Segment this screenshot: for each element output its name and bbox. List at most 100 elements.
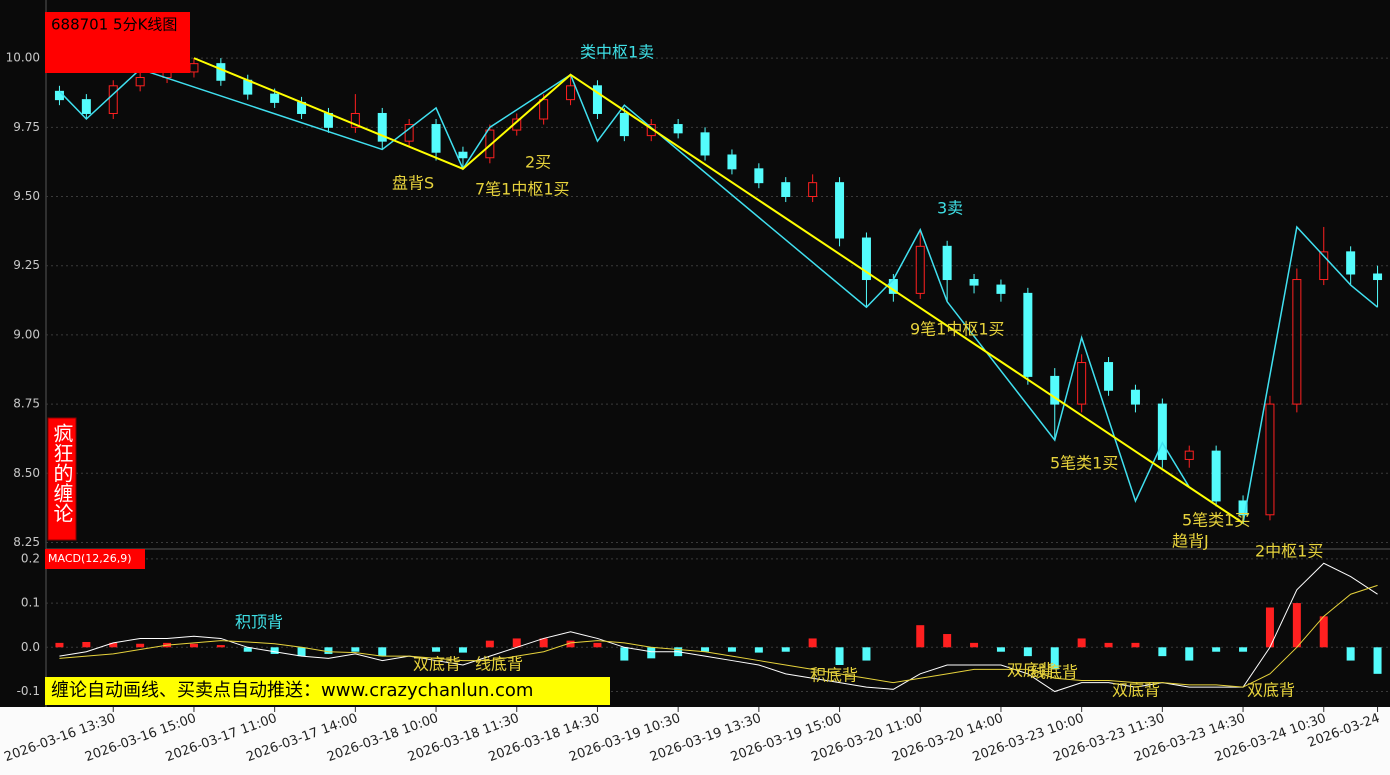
macd-bar (943, 634, 952, 648)
macd-bar (512, 638, 521, 648)
annotation: 3卖 (937, 199, 963, 218)
macd-bar (1077, 638, 1086, 648)
macd-bar (1104, 642, 1113, 648)
candle-body (189, 63, 199, 73)
macd-bar (566, 640, 575, 648)
candle-body (969, 279, 979, 286)
macd-bar (324, 647, 333, 654)
candle-body (1319, 251, 1329, 281)
y-tick-label: 10.00 (6, 51, 40, 65)
macd-bar (243, 647, 252, 652)
annotation: 趋背J (1172, 532, 1209, 551)
macd-bar (647, 647, 656, 659)
macd-bar (996, 647, 1005, 652)
overlay: 688701 5分K线图 MACD(12,26,9) 疯狂的缠论 缠论自动画线、… (45, 12, 610, 705)
candle-body (673, 124, 683, 134)
macd-bar (1373, 647, 1382, 674)
candle-body (861, 237, 871, 281)
candle-body (270, 93, 280, 103)
macd-bar (970, 642, 979, 648)
candle-body (485, 129, 495, 159)
macd-bar (593, 642, 602, 648)
annotation: 类中枢1卖 (580, 43, 654, 62)
candle-body (350, 112, 360, 128)
candle-body (1184, 450, 1194, 460)
macd-bar (781, 647, 790, 652)
annotation: 5笔类1买 (1050, 454, 1118, 473)
chart-title: 688701 5分K线图 (51, 16, 177, 34)
candle-body (700, 132, 710, 156)
macd-bar (1319, 616, 1328, 648)
annotation: 盘背S (392, 174, 434, 193)
macd-bar (1239, 647, 1248, 652)
candle-body (1211, 450, 1221, 502)
candle-body (1157, 403, 1167, 460)
y-tick-label: 0.0 (21, 640, 40, 654)
macd-bar (485, 640, 494, 648)
candle-body (1265, 403, 1275, 516)
candle-body (1292, 279, 1302, 405)
y-tick-label: 8.75 (13, 397, 40, 411)
candle-body (1023, 292, 1033, 377)
y-tick-label: 0.1 (21, 596, 40, 610)
macd-line (59, 584, 1378, 688)
candle-body (1077, 362, 1087, 405)
annotation: 5笔类1买 (1182, 511, 1250, 530)
candle-body (915, 245, 925, 294)
candle-body (727, 154, 737, 170)
macd-bar (432, 647, 441, 652)
candle-body (81, 99, 91, 114)
macd-bar (1050, 647, 1059, 670)
candle-body (592, 85, 602, 114)
macd-bar (297, 647, 306, 657)
macd-bar (620, 647, 629, 661)
macd-title: MACD(12,26,9) (48, 552, 132, 565)
annotation: 积底背 (810, 666, 858, 685)
macd-bar (82, 641, 91, 648)
candle-body (216, 63, 226, 81)
candle-body (377, 112, 387, 142)
y-tick-label: 9.00 (13, 327, 40, 341)
annotation: 线底背 (475, 655, 523, 674)
x-axis-area (0, 707, 1390, 775)
candle-body (108, 85, 118, 114)
candle-body (1346, 251, 1356, 275)
candle-body (754, 168, 764, 184)
macd-bar (754, 647, 763, 653)
macd-bar (351, 647, 360, 652)
macd-bar (1131, 642, 1140, 648)
candle-body (781, 182, 791, 198)
candle-body (458, 151, 468, 159)
macd-bar (916, 625, 925, 648)
macd-bar (109, 642, 118, 648)
y-tick-label: 9.75 (13, 120, 40, 134)
y-tick-label: -0.1 (17, 684, 40, 698)
macd-bar (55, 642, 64, 648)
macd-bar (835, 647, 844, 665)
y-tick-label: 9.50 (13, 189, 40, 203)
candle-body (431, 124, 441, 153)
y-tick-label: 9.25 (13, 258, 40, 272)
macd-bar (727, 647, 736, 652)
macd-bar (378, 647, 387, 657)
y-tick-label: 8.25 (13, 535, 40, 549)
candle-body (1373, 273, 1383, 281)
annotation: 积顶背 (235, 613, 283, 632)
candle-body (808, 182, 818, 198)
macd-bar (136, 643, 145, 648)
macd-bar (1265, 607, 1274, 648)
side-label: 疯狂的缠论 (50, 423, 74, 523)
banner-box (45, 677, 610, 705)
candle-body (1238, 500, 1248, 516)
macd-bar (1185, 647, 1194, 661)
annotation: 7笔1中枢1买 (475, 180, 570, 199)
annotation: 双底背 (413, 655, 461, 674)
macd-title-box (45, 549, 145, 569)
annotation: 2买 (525, 153, 551, 172)
annotation: 双底背 (1112, 681, 1160, 700)
candle-body (1104, 362, 1114, 391)
candle-body (404, 124, 414, 142)
banner: 缠论自动画线、买卖点自动推送：www.crazychanlun.com (51, 680, 533, 701)
annotation: 线底背 (1030, 663, 1078, 682)
